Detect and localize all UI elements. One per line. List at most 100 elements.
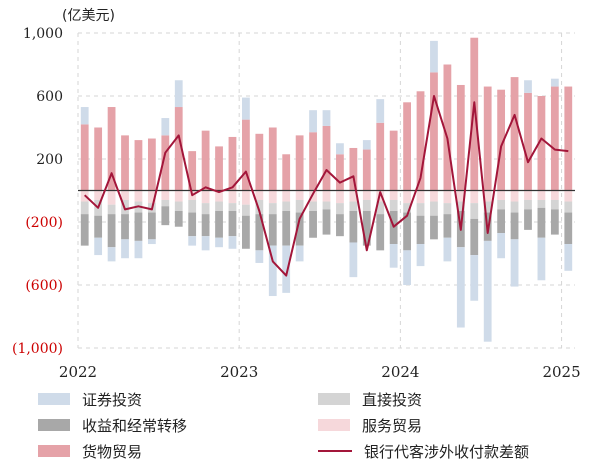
bar-segment <box>470 37 479 191</box>
legend-label: 银行代客涉外收付款差额 <box>364 442 530 461</box>
bar-segment <box>389 190 398 200</box>
bar-segment <box>242 97 250 120</box>
bar-segment <box>389 199 398 211</box>
bar-segment <box>524 199 532 210</box>
bar-segment <box>242 190 250 205</box>
bar-segment <box>430 190 438 202</box>
bar-segment <box>336 203 344 215</box>
bar-segment <box>524 190 532 200</box>
bar-segment <box>134 190 143 202</box>
legend-line-swatch <box>318 450 352 452</box>
bar-segment <box>416 91 425 191</box>
bar-segment <box>228 190 237 204</box>
bar-segment <box>389 130 398 191</box>
bar-segment <box>336 214 344 237</box>
bar-segment <box>161 190 170 200</box>
bar-segment <box>362 149 371 191</box>
bar-segment <box>376 201 385 215</box>
bar-segment <box>242 204 250 216</box>
bar-segment <box>255 250 264 263</box>
bar-segment <box>483 240 492 342</box>
bar-segment <box>416 244 425 267</box>
bar-series <box>80 37 573 342</box>
bar-segment <box>349 190 358 202</box>
bar-segment <box>94 237 103 256</box>
bar-segment <box>161 199 170 207</box>
bar-segment <box>255 133 264 191</box>
legend: 证券投资 直接投资 收益和经常转移 服务贸易 货物贸易 银行代客涉外收付款差额 <box>38 388 594 468</box>
bar-segment <box>188 236 197 246</box>
bar-segment <box>349 242 358 278</box>
bar-segment <box>376 214 385 251</box>
bar-segment <box>268 127 277 191</box>
line-series <box>84 95 569 277</box>
y-tick-label: (600) <box>25 278 63 294</box>
bar-segment <box>94 127 103 191</box>
bar-segment <box>443 190 452 204</box>
bar-segment <box>322 110 331 126</box>
bar-segment <box>376 99 385 123</box>
bar-segment <box>443 203 452 215</box>
bar-segment <box>430 215 438 240</box>
bar-segment <box>322 209 331 235</box>
bar-segment <box>121 135 129 191</box>
bar-segment <box>107 190 116 205</box>
bar-segment <box>362 199 371 211</box>
bar-segment <box>309 210 317 238</box>
bar-segment <box>282 154 291 191</box>
bar-segment <box>403 250 411 285</box>
legend-item-services-trade: 服务贸易 <box>318 414 422 436</box>
bar-segment <box>134 240 143 259</box>
bar-segment <box>456 247 465 328</box>
bar-segment <box>443 237 452 262</box>
bar-segment <box>201 203 210 215</box>
bar-segment <box>282 210 291 246</box>
legend-label: 服务贸易 <box>362 416 423 435</box>
bar-segment <box>456 190 465 202</box>
bar-segment <box>550 199 559 210</box>
bar-segment <box>80 107 89 125</box>
bar-segment <box>295 135 304 191</box>
bar-segment <box>94 215 103 238</box>
bar-segment <box>403 102 411 191</box>
bar-segment <box>470 218 479 256</box>
bar-segment <box>147 239 156 245</box>
bar-segment <box>121 239 129 259</box>
bar-segment <box>282 190 291 202</box>
legend-label: 直接投资 <box>362 390 423 409</box>
bar-segment <box>134 140 143 191</box>
bar-segment <box>564 212 573 245</box>
bar-segment <box>161 118 170 136</box>
bar-segment <box>107 204 116 215</box>
bar-segment <box>550 86 559 191</box>
bar-segment <box>228 136 237 191</box>
bar-segment <box>174 80 183 108</box>
bar-segment <box>295 199 304 213</box>
bar-segment <box>107 214 116 248</box>
bar-segment <box>242 215 250 249</box>
bar-segment <box>215 190 223 202</box>
bar-segment <box>416 203 425 216</box>
y-tick-labels: 1,000 600 200 (200) (600) (1,000) <box>12 26 63 357</box>
bar-segment <box>188 199 197 213</box>
bar-segment <box>161 206 170 226</box>
bar-segment <box>188 212 197 237</box>
bar-segment <box>336 154 344 191</box>
legend-item-income-transfers: 收益和经常转移 <box>38 414 187 436</box>
bar-segment <box>228 203 237 211</box>
bar-segment <box>215 237 223 248</box>
bar-segment <box>443 64 452 191</box>
legend-label: 货物贸易 <box>82 442 143 461</box>
bar-segment <box>309 110 317 133</box>
y-tick-label: 200 <box>36 152 63 168</box>
bar-segment <box>362 210 371 246</box>
bar-segment <box>201 214 210 237</box>
bar-segment <box>456 201 465 211</box>
bar-segment <box>497 233 506 259</box>
bar-segment <box>524 92 532 191</box>
bar-segment <box>403 203 411 213</box>
legend-item-securities: 证券投资 <box>38 388 142 410</box>
bar-segment <box>430 40 438 73</box>
bar-segment <box>295 212 304 246</box>
